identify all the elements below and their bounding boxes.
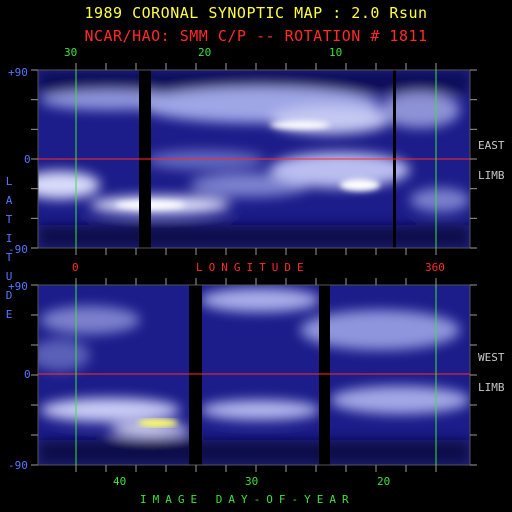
day-tick-30: 30 bbox=[245, 475, 259, 488]
rotation-tick-20: 20 bbox=[198, 46, 212, 59]
lat-tick-bottom-m90: -90 bbox=[8, 459, 28, 472]
chart-title: 1989 CORONAL SYNOPTIC MAP : 2.0 Rsun bbox=[84, 4, 428, 22]
east-limb-label: LIMB bbox=[478, 169, 505, 182]
lat-tick-top-p90: +90 bbox=[8, 66, 28, 79]
east-limb-map bbox=[38, 70, 470, 248]
lat-tick-top-0: 0 bbox=[24, 153, 31, 166]
lon-tick-360: 360 bbox=[425, 261, 445, 274]
tick-marks bbox=[31, 63, 477, 472]
day-tick-20: 20 bbox=[377, 475, 391, 488]
lat-tick-bottom-0: 0 bbox=[24, 368, 31, 381]
rotation-tick-10: 10 bbox=[329, 46, 343, 59]
lon-tick-0: 0 bbox=[72, 261, 79, 274]
latitude-axis-label: LATITUDE bbox=[5, 175, 13, 321]
chart-subtitle: NCAR/HAO: SMM C/P -- ROTATION # 1811 bbox=[84, 27, 428, 45]
lat-tick-top-m90: -90 bbox=[8, 243, 28, 256]
west-limb-map bbox=[38, 285, 470, 465]
east-label: EAST bbox=[478, 139, 505, 152]
longitude-axis-label: LONGITUDE bbox=[196, 261, 310, 274]
day-tick-40: 40 bbox=[113, 475, 127, 488]
west-limb-label: LIMB bbox=[478, 381, 505, 394]
lat-tick-bottom-p90: +90 bbox=[8, 280, 28, 293]
west-label: WEST bbox=[478, 351, 505, 364]
rotation-tick-30: 30 bbox=[64, 46, 78, 59]
day-axis-label: IMAGE DAY-OF-YEAR bbox=[140, 493, 355, 506]
